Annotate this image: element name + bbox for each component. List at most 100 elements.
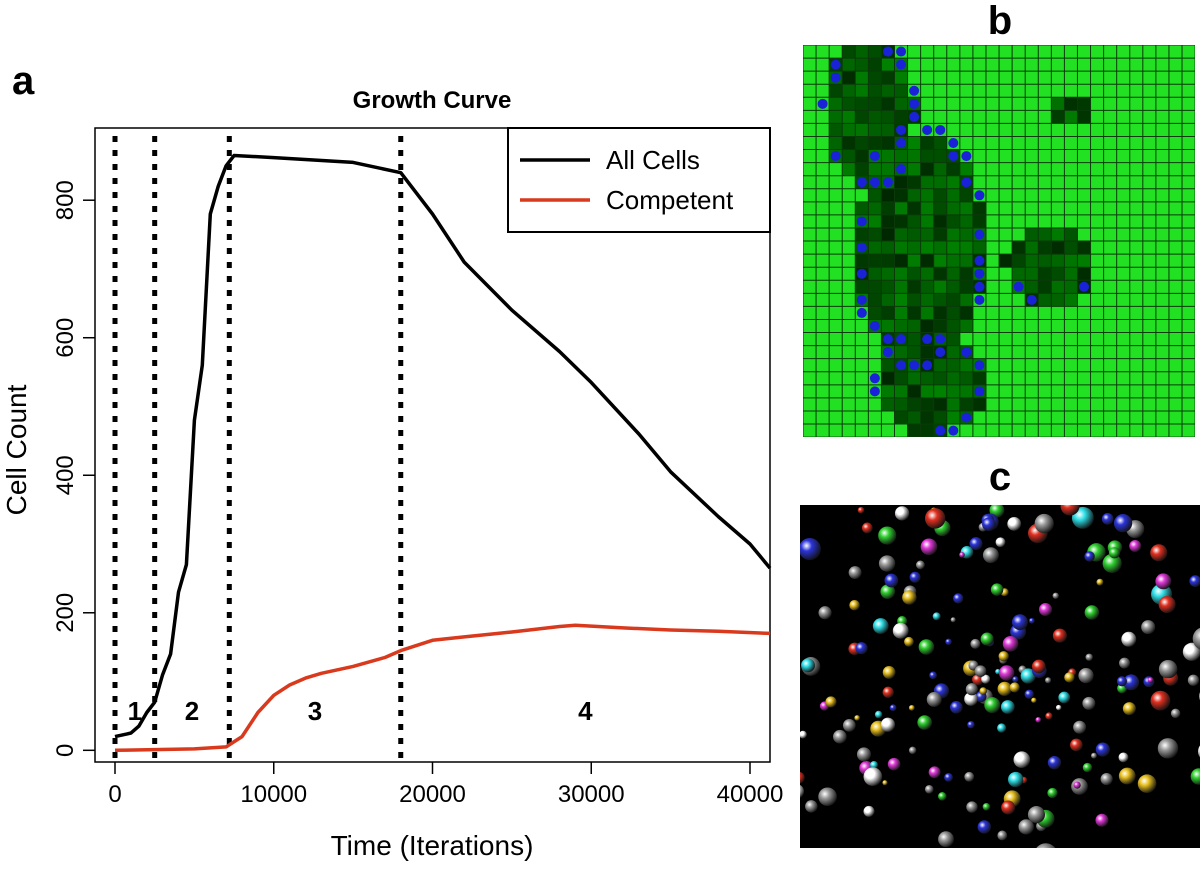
grid-cell — [855, 45, 869, 59]
sphere — [1123, 674, 1140, 691]
sphere — [1158, 659, 1178, 679]
grid-cell — [894, 71, 908, 85]
sphere — [884, 573, 899, 588]
sphere — [969, 537, 983, 551]
grid-cell — [907, 162, 921, 176]
grid-cell — [946, 397, 960, 411]
cell-dot — [948, 425, 959, 436]
cell-dot — [856, 242, 867, 253]
cell-dot — [896, 138, 907, 149]
grid-cell — [920, 254, 934, 268]
cell-dot — [869, 321, 880, 332]
sphere — [980, 632, 994, 646]
grid-cell — [972, 397, 986, 411]
grid-cell — [907, 371, 921, 385]
grid-cell — [829, 136, 843, 150]
grid-cell — [868, 45, 882, 59]
simulation-grid — [803, 45, 1195, 437]
grid-cell — [907, 136, 921, 150]
grid-cell — [1012, 267, 1026, 281]
grid-cell — [894, 254, 908, 268]
grid-cell — [946, 214, 960, 228]
grid-cell — [907, 293, 921, 307]
grid-cell — [855, 71, 869, 85]
grid-cell — [894, 227, 908, 242]
cell-dot — [817, 98, 828, 109]
grid-cell — [1038, 280, 1052, 294]
sphere — [982, 517, 996, 532]
grid-cell — [894, 280, 908, 294]
sphere — [904, 636, 914, 647]
sphere — [984, 697, 1001, 714]
grid-cell — [881, 136, 895, 150]
grid-cell — [946, 175, 960, 189]
grid-cell — [972, 214, 986, 228]
grid-cell — [959, 280, 973, 294]
grid-cell — [1025, 267, 1039, 281]
grid-cell — [829, 110, 843, 124]
grid-cell — [933, 319, 947, 333]
grid-cell — [946, 306, 960, 320]
grid-cell — [920, 162, 934, 176]
cell-dot — [922, 360, 933, 371]
cell-dot — [974, 281, 985, 292]
grid-cell — [1064, 254, 1078, 268]
grid-cell — [894, 84, 908, 98]
legend-box — [507, 127, 771, 233]
sphere — [800, 771, 805, 784]
sphere — [1028, 617, 1035, 624]
sphere — [855, 642, 868, 655]
y-tick-label: 200 — [52, 593, 79, 633]
sphere — [1197, 745, 1200, 758]
grid-cell — [920, 397, 934, 411]
sphere — [878, 526, 897, 545]
cell-dot — [922, 124, 933, 135]
sphere — [981, 674, 991, 684]
sphere — [1007, 517, 1022, 531]
sphere — [739, 719, 754, 734]
sphere — [909, 571, 921, 583]
sphere — [997, 830, 1008, 841]
simulation-3d — [739, 505, 1200, 848]
cell-dot — [856, 307, 867, 318]
sphere — [1047, 755, 1062, 770]
sphere — [926, 692, 942, 707]
grid-cell — [881, 397, 895, 411]
grid-cell — [894, 214, 908, 228]
grid-cell — [881, 384, 895, 398]
sphere — [950, 617, 956, 623]
sphere — [1150, 690, 1171, 711]
cell-dot — [909, 85, 920, 96]
grid-cell — [920, 280, 934, 294]
grid-cell — [868, 201, 882, 215]
legend-label: All Cells — [606, 145, 700, 175]
grid-cell — [868, 97, 882, 111]
grid-cell — [907, 267, 921, 281]
cell-dot — [909, 98, 920, 109]
grid-cell — [1038, 227, 1052, 242]
cell-dot — [896, 334, 907, 345]
sphere — [1034, 513, 1054, 534]
sphere — [863, 805, 875, 817]
grid-cell — [920, 293, 934, 307]
sphere — [916, 560, 925, 570]
cell-dot — [961, 151, 972, 162]
cell-dot — [961, 412, 972, 423]
sphere — [918, 639, 935, 655]
sphere — [1018, 819, 1034, 835]
sphere — [1000, 700, 1015, 714]
grid-cell — [868, 227, 882, 242]
grid-cell — [999, 254, 1013, 268]
sphere — [1027, 806, 1046, 824]
grid-cell — [933, 175, 947, 189]
grid-cell — [829, 84, 843, 98]
grid-cell — [1051, 267, 1065, 281]
grid-cell — [842, 71, 856, 85]
sphere — [1137, 774, 1157, 794]
grid-cell — [1051, 280, 1065, 294]
sphere — [920, 538, 938, 556]
sphere — [1002, 636, 1019, 652]
grid-cell — [855, 149, 869, 163]
sphere — [1055, 704, 1062, 711]
grid-cell — [959, 267, 973, 281]
